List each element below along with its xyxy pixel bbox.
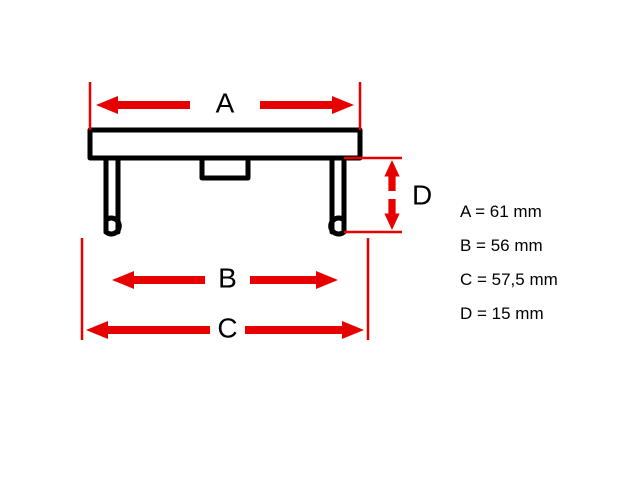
- svg-text:C: C: [217, 312, 237, 343]
- legend-block: A = 61 mm B = 56 mm C = 57,5 mm D = 15 m…: [460, 202, 558, 338]
- legend-row-a: A = 61 mm: [460, 202, 558, 222]
- legend-row-b: B = 56 mm: [460, 236, 558, 256]
- svg-text:B: B: [218, 262, 237, 293]
- legend-row-d: D = 15 mm: [460, 304, 558, 324]
- svg-text:D: D: [412, 179, 432, 210]
- legend-row-c: C = 57,5 mm: [460, 270, 558, 290]
- svg-text:A: A: [216, 87, 235, 118]
